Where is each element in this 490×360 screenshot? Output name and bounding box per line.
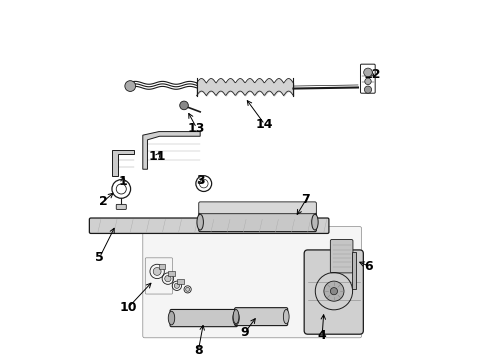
Circle shape [324, 281, 344, 301]
FancyBboxPatch shape [330, 239, 353, 273]
Circle shape [165, 275, 171, 282]
Text: 6: 6 [365, 260, 373, 273]
Ellipse shape [233, 310, 239, 324]
Text: 4: 4 [318, 329, 326, 342]
Bar [177, 279, 184, 284]
Text: 11: 11 [148, 150, 166, 163]
Text: 1: 1 [119, 175, 127, 188]
Bar [159, 264, 165, 269]
FancyBboxPatch shape [170, 310, 238, 327]
FancyBboxPatch shape [235, 308, 288, 325]
Ellipse shape [168, 311, 175, 325]
Ellipse shape [197, 214, 203, 230]
Text: 14: 14 [256, 118, 273, 131]
Circle shape [174, 283, 179, 288]
FancyBboxPatch shape [116, 204, 126, 210]
Polygon shape [143, 132, 200, 169]
Text: 12: 12 [364, 68, 381, 81]
Text: 8: 8 [194, 344, 203, 357]
Circle shape [125, 81, 136, 91]
Circle shape [330, 288, 338, 295]
FancyBboxPatch shape [89, 218, 329, 233]
Text: 5: 5 [96, 251, 104, 264]
Circle shape [180, 101, 188, 110]
Bar [352, 252, 356, 289]
Text: 7: 7 [301, 193, 310, 206]
FancyBboxPatch shape [143, 226, 362, 338]
Circle shape [153, 267, 161, 275]
Ellipse shape [283, 310, 289, 324]
FancyBboxPatch shape [199, 202, 317, 214]
FancyBboxPatch shape [304, 250, 364, 334]
Text: 2: 2 [99, 195, 108, 208]
Text: 3: 3 [196, 174, 204, 186]
FancyBboxPatch shape [199, 213, 317, 231]
Circle shape [365, 86, 371, 93]
Circle shape [364, 68, 372, 77]
Circle shape [186, 287, 190, 291]
Text: 10: 10 [120, 301, 137, 314]
Text: 13: 13 [188, 122, 205, 135]
Polygon shape [112, 149, 134, 176]
Ellipse shape [233, 311, 239, 325]
Circle shape [365, 78, 371, 85]
Ellipse shape [312, 214, 318, 230]
Text: 9: 9 [241, 326, 249, 339]
Bar [168, 271, 175, 276]
